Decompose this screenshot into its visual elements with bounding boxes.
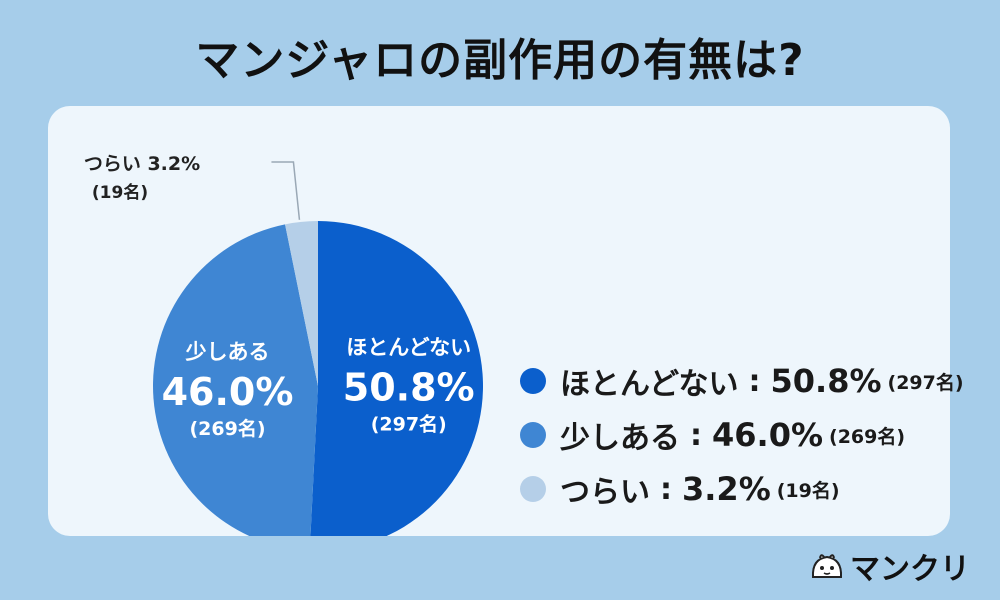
legend-pct-1: 46.0% — [712, 416, 824, 454]
legend-item-2: つらい : 3.2% (19名) — [520, 462, 980, 516]
callout-label: つらい 3.2% — [84, 153, 200, 175]
slice-count-0: (297名) — [371, 412, 447, 435]
legend-count-2: (19名) — [776, 479, 840, 502]
legend-dot-0 — [520, 368, 546, 394]
slice-pct-0: 50.8% — [343, 365, 475, 409]
pie-slice-1 — [153, 224, 318, 536]
legend-label-1: 少しある — [560, 421, 680, 456]
legend-label-0: ほとんどない — [560, 367, 739, 402]
mascot-logo-icon — [811, 554, 843, 578]
legend-dot-1 — [520, 422, 546, 448]
slice-label-0: ほとんどない — [346, 335, 471, 359]
legend-item-1: 少しある : 46.0% (269名) — [520, 408, 980, 462]
pie-slice-2 — [285, 221, 318, 386]
callout-leader-line — [271, 161, 301, 220]
legend-separator-0: : — [748, 363, 761, 399]
brand: マンクリ — [810, 544, 970, 588]
brand-name: マンクリ — [850, 552, 970, 587]
legend-item-0: ほとんどない : 50.8% (297名) — [520, 354, 980, 408]
pie-chart: ほとんどない 50.8% (297名) 少しある 46.0% (269名) つらい 3.2%… — [84, 153, 483, 536]
legend-pct-0: 50.8% — [770, 362, 882, 400]
slice-label-1: 少しある — [185, 340, 270, 364]
callout-count: (19名) — [92, 182, 148, 203]
legend-count-0: (297名) — [887, 371, 964, 394]
legend-dot-2 — [520, 476, 546, 502]
pie-slice-0 — [310, 221, 483, 536]
legend-separator-1: : — [690, 417, 702, 453]
slice-pct-1: 46.0% — [162, 370, 294, 414]
legend-label-2: つらい — [560, 475, 650, 510]
chart-card: ほとんどない 50.8% (297名) 少しある 46.0% (269名) つらい 3.2%… — [48, 106, 964, 536]
legend-count-1: (269名) — [829, 425, 906, 448]
page-title: マンジャロの副作用の有無は? — [195, 35, 805, 86]
legend-pct-2: 3.2% — [682, 470, 771, 508]
legend-separator-2: : — [660, 471, 672, 507]
slice-count-1: (269名) — [189, 417, 265, 440]
legend: ほとんどない : 50.8% (297名) 少しある : 46.0% (269名… — [520, 354, 980, 516]
